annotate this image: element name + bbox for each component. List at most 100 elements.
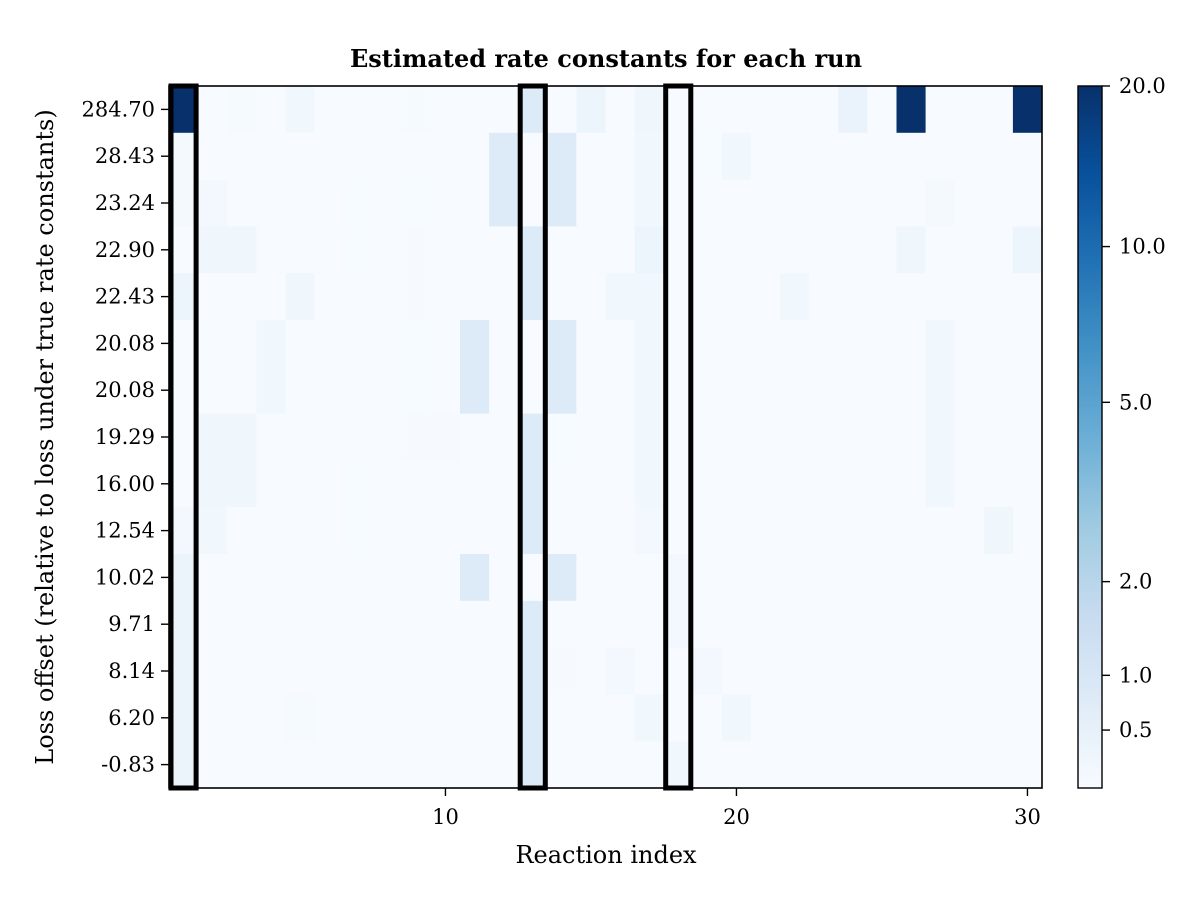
heatmap-cell — [954, 460, 985, 508]
heatmap-cell — [605, 179, 635, 227]
heatmap-cell — [983, 320, 1014, 368]
heatmap-cell — [634, 273, 665, 321]
colorbar-ticks: 0.5 1.0 2.0 5.0 10.0 20.0 — [1102, 74, 1166, 742]
heatmap-cell — [314, 647, 344, 695]
heatmap-cell — [343, 86, 374, 134]
heatmap-cell — [867, 460, 897, 508]
heatmap-cell — [1012, 413, 1043, 461]
heatmap-cell — [1012, 320, 1043, 368]
heatmap-cell — [198, 507, 228, 555]
heatmap-cell — [838, 554, 868, 602]
heatmap-cell — [343, 226, 374, 274]
heatmap-cell — [692, 132, 723, 180]
heatmap-cell — [663, 507, 694, 555]
heatmap-cell — [518, 600, 548, 648]
heatmap-cell — [605, 226, 635, 274]
heatmap-cell — [954, 320, 985, 368]
heatmap-cell — [634, 366, 665, 414]
heatmap-cell — [372, 694, 403, 742]
heatmap-cell — [983, 179, 1014, 227]
heatmap-cell — [430, 460, 461, 508]
heatmap-cell — [692, 600, 723, 648]
heatmap-cell — [809, 320, 839, 368]
heatmap-cell — [1012, 226, 1043, 274]
heatmap-cell — [663, 86, 694, 134]
heatmap-cell — [954, 741, 985, 789]
heatmap-cell — [838, 413, 868, 461]
heatmap-cell — [605, 366, 635, 414]
heatmap-cell — [751, 741, 781, 789]
heatmap-cell — [896, 86, 926, 134]
heatmap-cell — [314, 460, 344, 508]
heatmap-cell — [372, 600, 403, 648]
heatmap-cell — [576, 132, 606, 180]
heatmap-cell — [430, 366, 461, 414]
heatmap-cell — [314, 694, 344, 742]
heatmap-cell — [518, 179, 548, 227]
heatmap-cell — [663, 179, 694, 227]
heatmap-cell — [227, 366, 257, 414]
heatmap-cell — [1012, 366, 1043, 414]
x-tick-label: 10 — [432, 805, 459, 829]
heatmap-cell — [867, 507, 897, 555]
heatmap-cell — [838, 86, 868, 134]
heatmap-cell — [634, 554, 665, 602]
heatmap-cell — [983, 554, 1014, 602]
heatmap-cell — [489, 647, 519, 695]
heatmap-cell — [489, 741, 519, 789]
heatmap-cell — [576, 554, 606, 602]
heatmap-cell — [169, 320, 199, 368]
heatmap-cell — [372, 460, 403, 508]
heatmap-cell — [343, 694, 374, 742]
heatmap-cell — [460, 741, 490, 789]
heatmap-cell — [896, 413, 926, 461]
heatmap-cell — [751, 647, 781, 695]
heatmap-cell — [954, 600, 985, 648]
heatmap-cell — [838, 273, 868, 321]
heatmap-cell — [343, 366, 374, 414]
heatmap-cell — [343, 600, 374, 648]
heatmap-cell — [896, 179, 926, 227]
heatmap-cell — [343, 132, 374, 180]
heatmap-cell — [692, 741, 723, 789]
heatmap-cell — [343, 179, 374, 227]
heatmap-cell — [663, 460, 694, 508]
heatmap-cell — [1012, 741, 1043, 789]
heatmap-cell — [227, 554, 257, 602]
heatmap-cell — [227, 694, 257, 742]
heatmap-cell — [605, 132, 635, 180]
colorbar: 0.5 1.0 2.0 5.0 10.0 20.0 — [1077, 74, 1166, 789]
heatmap-cell — [227, 460, 257, 508]
heatmap-cell — [983, 366, 1014, 414]
heatmap-cell — [896, 741, 926, 789]
heatmap-cell — [721, 413, 752, 461]
heatmap-cell — [721, 741, 752, 789]
x-axis-label: Reaction index — [515, 841, 697, 869]
colorbar-tick-label: 0.5 — [1119, 718, 1152, 742]
heatmap-cell — [430, 86, 461, 134]
heatmap-cell — [634, 694, 665, 742]
heatmap-cell — [285, 86, 315, 134]
heatmap-cell — [460, 273, 490, 321]
heatmap-cell — [460, 554, 490, 602]
colorbar-gradient — [1077, 85, 1103, 789]
colorbar-tick-label: 1.0 — [1119, 663, 1152, 687]
heatmap-cell — [227, 600, 257, 648]
heatmap-cell — [751, 132, 781, 180]
heatmap-cell — [372, 179, 403, 227]
heatmap-cell — [547, 132, 577, 180]
heatmap-cell — [576, 273, 606, 321]
heatmap-cell — [401, 273, 432, 321]
heatmap-cell — [721, 86, 752, 134]
heatmap-cell — [169, 366, 199, 414]
heatmap-cell — [256, 741, 286, 789]
heatmap-cell — [780, 507, 810, 555]
heatmap-cell — [343, 647, 374, 695]
heatmap-cell — [692, 86, 723, 134]
heatmap-cell — [547, 741, 577, 789]
heatmap-cell — [227, 86, 257, 134]
heatmap-cell — [896, 600, 926, 648]
heatmap-cell — [896, 366, 926, 414]
heatmap-cell — [663, 741, 694, 789]
heatmap-cell — [198, 741, 228, 789]
